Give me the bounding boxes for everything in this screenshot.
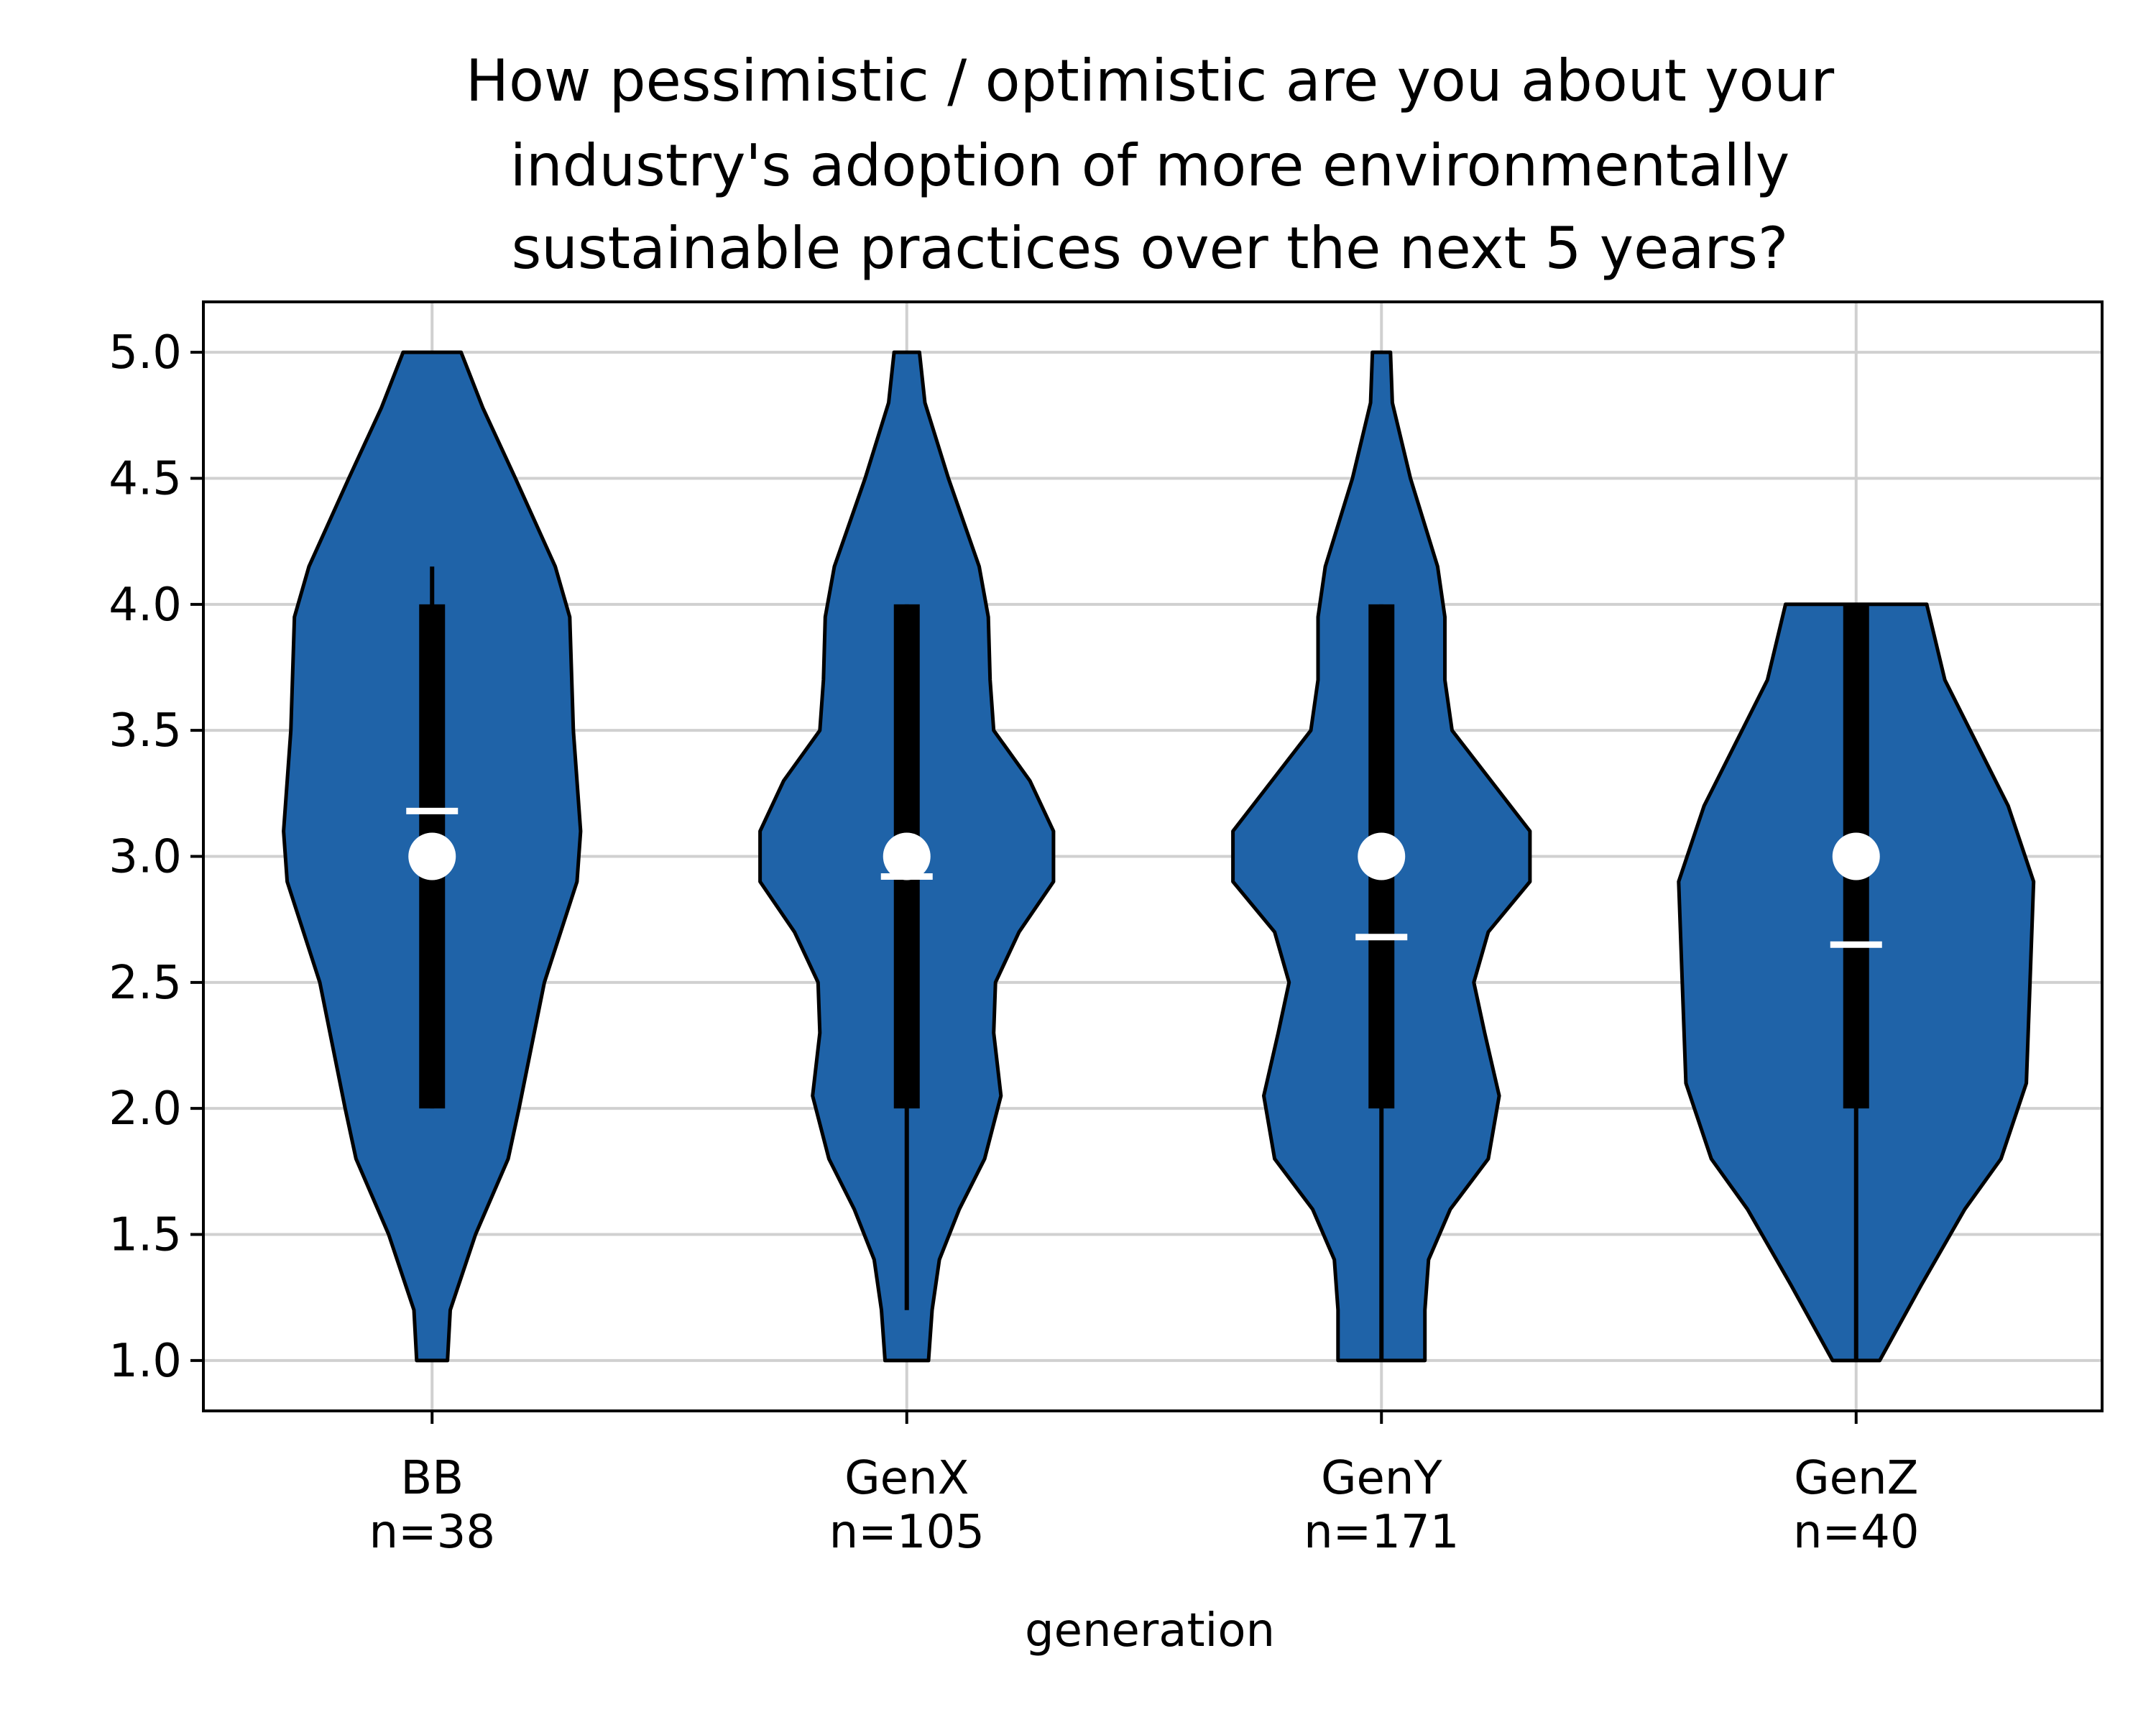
y-tick-label-3: 2.5 <box>109 957 182 1010</box>
x-tick-label-GenX: GenX <box>844 1452 969 1505</box>
y-tick-label-5: 3.5 <box>109 704 182 758</box>
x-tick-n-label-GenZ: n=40 <box>1793 1506 1920 1559</box>
x-tick-label-BB: BB <box>400 1452 464 1505</box>
y-tick-label-4: 3.0 <box>109 831 182 884</box>
median-marker-GenX <box>883 832 931 880</box>
y-tick-label-1: 1.5 <box>109 1209 182 1262</box>
boxes <box>406 566 1882 1361</box>
x-tick-n-label-GenX: n=105 <box>829 1506 985 1559</box>
median-marker-GenY <box>1358 832 1406 880</box>
y-tick-label-0: 1.0 <box>109 1335 182 1388</box>
x-axis-label: generation <box>1025 1604 1275 1657</box>
y-tick-label-2: 2.0 <box>109 1082 182 1136</box>
x-tick-label-GenY: GenY <box>1321 1452 1443 1505</box>
x-tick-n-label-GenY: n=171 <box>1304 1506 1459 1559</box>
median-marker-BB <box>408 832 456 880</box>
y-tick-label-8: 5.0 <box>109 326 182 380</box>
x-tick-n-label-BB: n=38 <box>369 1506 495 1559</box>
x-tick-label-GenZ: GenZ <box>1794 1452 1918 1505</box>
y-tick-label-7: 4.5 <box>109 452 182 505</box>
median-marker-GenZ <box>1832 832 1880 880</box>
y-tick-label-6: 4.0 <box>109 579 182 632</box>
chart-title-line-3: sustainable practices over the next 5 ye… <box>512 215 1789 282</box>
y-axis: 1.0 1.5 2.0 2.5 3.0 3.5 4.0 4.5 5.0 <box>109 326 203 1388</box>
chart-title-line-2: industry's adoption of more environmenta… <box>510 132 1790 199</box>
chart-title-line-1: How pessimistic / optimistic are you abo… <box>466 47 1834 114</box>
